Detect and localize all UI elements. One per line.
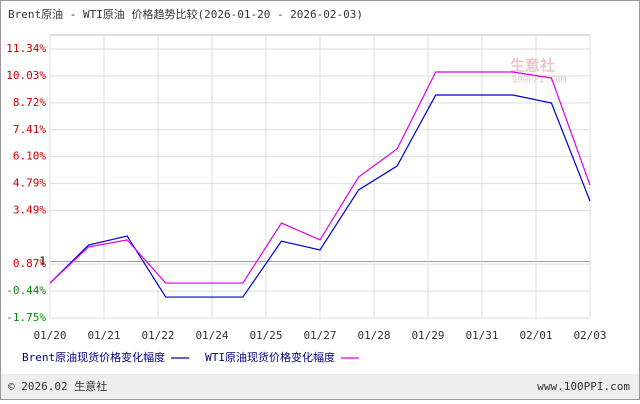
y-tick-label: 4.79% [13, 177, 46, 190]
y-tick-label: -0.44% [6, 284, 46, 297]
series-line [49, 71, 591, 284]
x-tick-label: 01/20 [33, 329, 66, 342]
y-tick-label: 6.10% [13, 150, 46, 163]
footer-right: www.100PPI.com [537, 380, 630, 393]
y-tick-label: 0.87% [13, 257, 46, 270]
x-tick-label: 02/03 [573, 329, 606, 342]
y-tick-label: 7.41% [13, 123, 46, 136]
x-tick-label: 01/31 [465, 329, 498, 342]
y-tick-label: 8.72% [13, 96, 46, 109]
legend-label: WTI原油现货价格变化幅度 [205, 350, 335, 364]
x-tick-label: 02/01 [519, 329, 552, 342]
y-tick-label: 10.03% [6, 69, 46, 82]
x-tick-label: 01/29 [411, 329, 444, 342]
y-tick-label: 3.49% [13, 203, 46, 216]
x-tick-label: 01/27 [303, 329, 336, 342]
y-tick-label: 1 [39, 254, 46, 267]
chart-title: Brent原油 - WTI原油 价格趋势比较(2026-01-20 - 2026… [8, 7, 363, 21]
y-tick-label: 11.34% [6, 42, 46, 55]
watermark: 100PPI.COM [512, 76, 567, 86]
footer-bar [1, 374, 639, 399]
x-tick-label: 01/24 [195, 329, 228, 342]
x-tick-label: 01/25 [249, 329, 282, 342]
y-tick-label: -1.75% [6, 311, 46, 324]
series-line [49, 94, 591, 298]
footer-left: © 2026.02 生意社 [8, 379, 107, 393]
watermark: 生意社 [510, 57, 555, 75]
x-tick-label: 01/21 [87, 329, 120, 342]
legend-label: Brent原油现货价格变化幅度 [22, 350, 165, 364]
x-tick-label: 01/28 [357, 329, 390, 342]
x-tick-label: 01/22 [141, 329, 174, 342]
